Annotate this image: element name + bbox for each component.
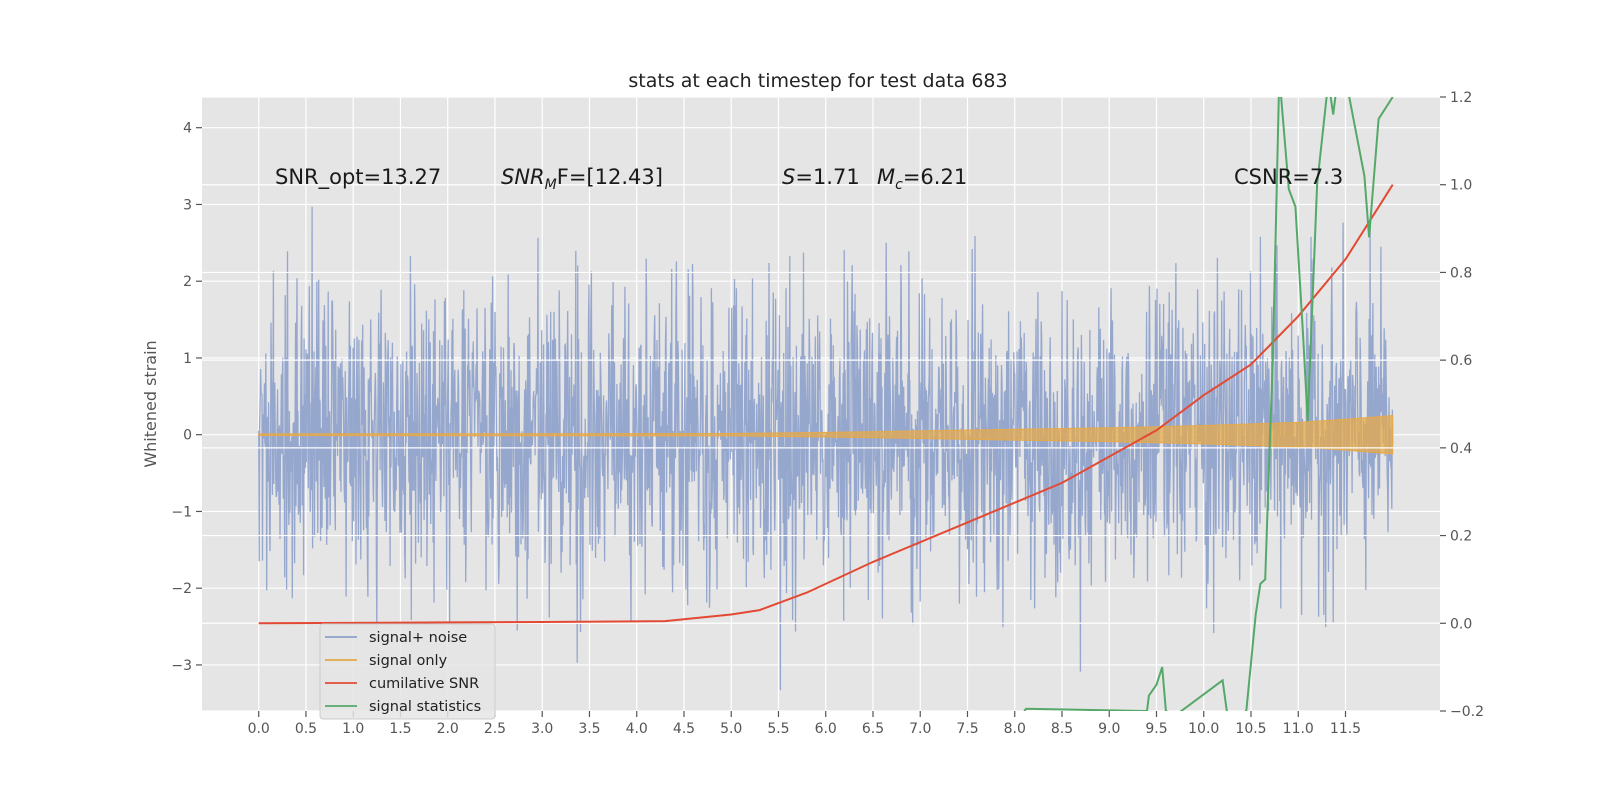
x-tick-label: 1.0 [342,721,364,737]
y-tick-label: 0 [183,428,192,444]
x-tick-label: 2.0 [437,721,459,737]
x-tick-label: 2.5 [484,721,506,737]
annotation-csnr: CSNR=7.3 [1234,165,1343,189]
annotation-snr-mf-value: F=[12.43] [557,165,663,189]
y-axis-label: Whitened strain [141,340,160,467]
y-axis-left: 4 3 2 1 0 −1 −2 −3 [171,121,202,674]
annotation-s: S=1.71 [782,165,860,189]
y2-tick-label: 0.8 [1450,265,1472,281]
y-tick-label: 1 [183,351,192,367]
x-tick-label: 6.0 [815,721,837,737]
annotation-snr-mf-symbol: SNR [501,165,545,189]
cumulative-snr-line [258,184,1394,625]
y-tick-label: −2 [171,581,192,597]
legend: signal+ noise signal only cumilative SNR… [319,623,496,720]
annotation-mc-subscript: c [895,177,903,193]
x-tick-label: 0.5 [295,721,317,737]
x-tick-label: 5.0 [720,721,742,737]
annotations: SNR_opt=13.27 SNRMF=[12.43] S=1.71 Mc=6.… [275,165,1343,193]
annotation-mc-symbol: M [877,165,895,189]
annotation-snr-opt: SNR_opt=13.27 [275,165,441,190]
x-tick-label: 9.5 [1145,721,1167,737]
legend-item-signal-plus-noise: signal+ noise [325,630,467,646]
legend-box [319,623,496,720]
x-tick-label: 4.5 [673,721,695,737]
y2-tick-label: 0.4 [1450,441,1472,457]
x-tick-label: 11.5 [1330,721,1361,737]
annotation-s-symbol: S [782,165,795,189]
y-tick-label: −1 [171,504,192,520]
y-axis-right: 1.2 1.0 0.8 0.6 0.4 0.2 0.0 −0.2 [1440,90,1484,720]
annotation-snr-mf-subscript: M [545,177,557,193]
legend-item-signal-statistics: signal statistics [325,699,481,715]
x-tick-label: 5.5 [767,721,789,737]
x-axis: 0.0 0.5 1.0 1.5 2.0 2.5 3.0 3.5 4.0 4.5 5.0 5.5 6.0 6… [248,711,1361,737]
legend-label-cumulative-snr: cumilative SNR [369,676,479,692]
annotation-snr-mf: SNRMF=[12.43] [501,165,663,193]
chart-title: stats at each timestep for test data 683 [628,70,1007,92]
y2-tick-label: −0.2 [1450,704,1484,720]
signal-plus-noise-line [258,206,1394,691]
signal-only-band [258,414,1394,455]
legend-label-signal-only: signal only [369,653,448,669]
y-tick-label: −3 [171,658,192,674]
x-tick-label: 3.5 [578,721,600,737]
y2-tick-label: 0.2 [1450,529,1472,545]
y2-tick-label: 1.2 [1450,90,1472,106]
y-tick-label: 2 [183,274,192,290]
x-tick-label: 7.0 [909,721,931,737]
series-signal-only [258,414,1394,455]
x-tick-label: 11.0 [1283,721,1314,737]
annotation-s-value: =1.71 [795,165,859,189]
legend-label-signal-plus-noise: signal+ noise [369,630,467,646]
y-tick-label: 3 [183,197,192,213]
signal-statistics-line [1023,97,1394,711]
series-signal-statistics [1023,97,1394,711]
legend-item-signal-only: signal only [325,653,448,669]
x-tick-label: 3.0 [531,721,553,737]
y2-tick-label: 1.0 [1450,178,1472,194]
x-tick-label: 0.0 [248,721,270,737]
x-tick-label: 1.5 [389,721,411,737]
legend-label-signal-statistics: signal statistics [369,699,481,715]
y2-tick-label: 0.0 [1450,616,1472,632]
x-tick-label: 10.0 [1188,721,1219,737]
x-tick-label: 9.0 [1098,721,1120,737]
legend-item-cumulative-snr: cumilative SNR [325,676,479,692]
annotation-mc: Mc=6.21 [877,165,967,193]
x-tick-label: 7.5 [956,721,978,737]
x-tick-label: 10.5 [1235,721,1266,737]
series-signal-plus-noise [258,206,1394,691]
x-tick-label: 6.5 [862,721,884,737]
annotation-mc-value: =6.21 [903,165,967,189]
x-tick-label: 8.5 [1051,721,1073,737]
x-tick-label: 4.0 [626,721,648,737]
series-cumulative-snr [258,184,1394,625]
x-tick-label: 8.0 [1004,721,1026,737]
y2-tick-label: 0.6 [1450,353,1472,369]
y-tick-label: 4 [183,121,192,137]
